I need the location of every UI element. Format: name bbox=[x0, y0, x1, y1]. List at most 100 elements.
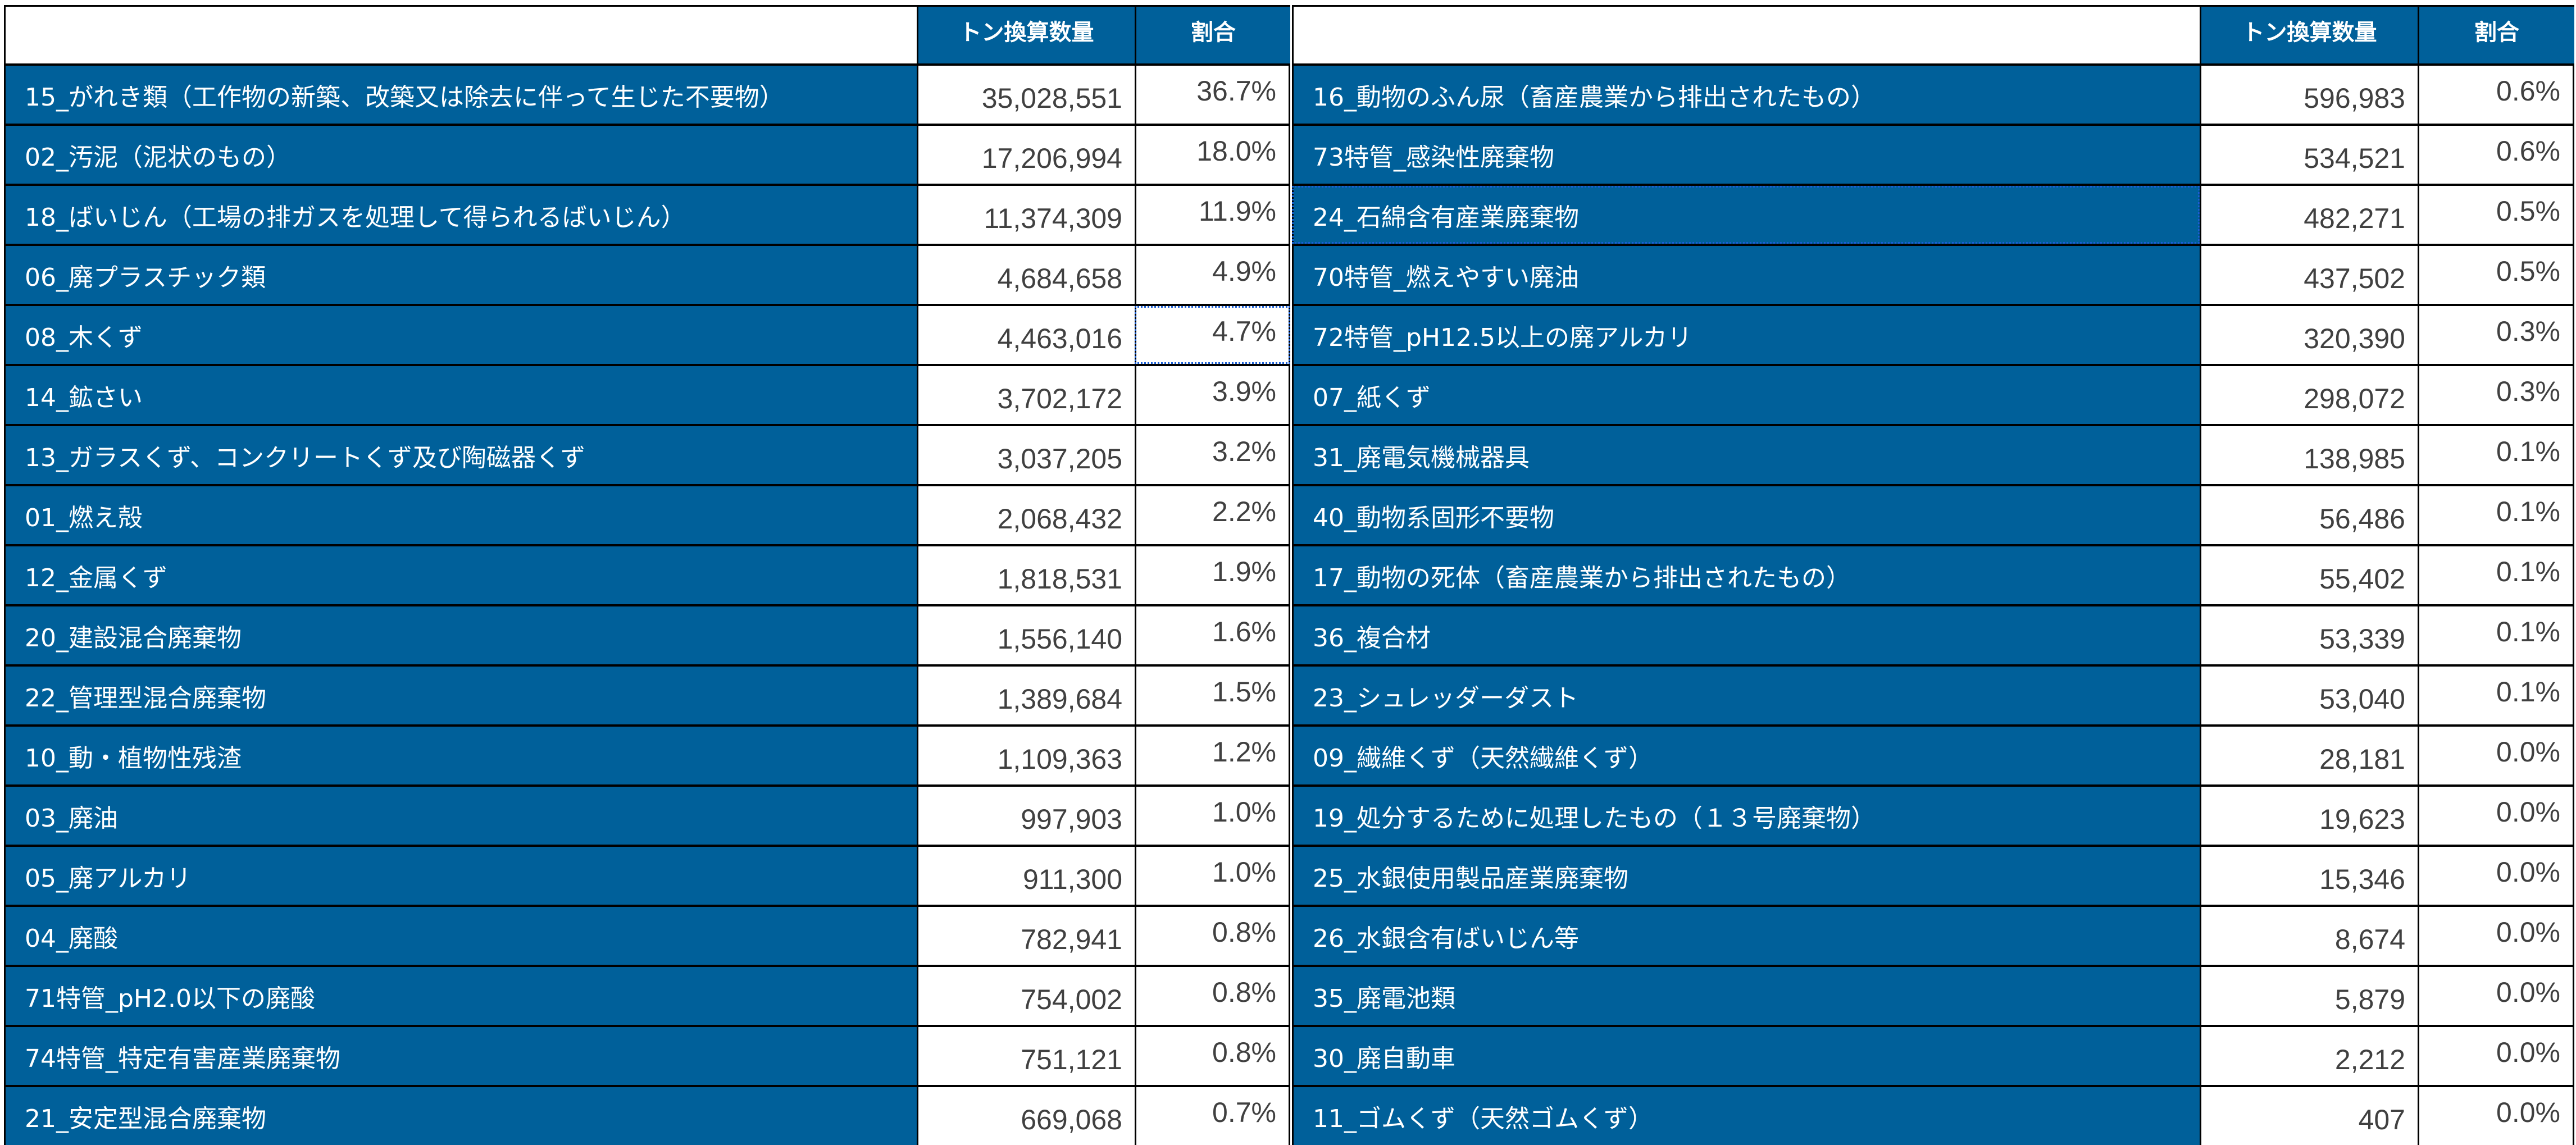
ratio-cell[interactable]: 0.0% bbox=[2418, 787, 2574, 845]
ratio-cell[interactable]: 3.9% bbox=[1135, 366, 1290, 424]
waste-category-cell[interactable]: 22_管理型混合廃棄物 bbox=[4, 667, 917, 724]
waste-category-cell[interactable]: 74特管_特定有害産業廃棄物 bbox=[4, 1027, 917, 1085]
quantity-cell[interactable]: 2,068,432 bbox=[917, 486, 1135, 544]
ratio-cell[interactable]: 0.8% bbox=[1135, 1027, 1290, 1085]
quantity-cell[interactable]: 4,684,658 bbox=[917, 246, 1135, 304]
quantity-cell[interactable]: 1,818,531 bbox=[917, 546, 1135, 604]
ratio-cell[interactable]: 1.0% bbox=[1135, 787, 1290, 845]
quantity-cell[interactable]: 11,374,309 bbox=[917, 186, 1135, 244]
ratio-cell[interactable]: 0.0% bbox=[2418, 967, 2574, 1025]
quantity-cell[interactable]: 4,463,016 bbox=[917, 306, 1135, 364]
ratio-cell[interactable]: 0.5% bbox=[2418, 246, 2574, 304]
ratio-cell[interactable]: 0.6% bbox=[2418, 126, 2574, 184]
waste-category-cell[interactable]: 04_廃酸 bbox=[4, 907, 917, 965]
header-ratio[interactable]: 割合 bbox=[2418, 7, 2574, 63]
quantity-cell[interactable]: 3,702,172 bbox=[917, 366, 1135, 424]
quantity-cell[interactable]: 53,339 bbox=[2200, 606, 2418, 664]
header-quantity[interactable]: トン換算数量 bbox=[2200, 7, 2418, 63]
ratio-cell[interactable]: 2.2% bbox=[1135, 486, 1290, 544]
quantity-cell[interactable]: 320,390 bbox=[2200, 306, 2418, 364]
waste-category-cell[interactable]: 25_水銀使用製品産業廃棄物 bbox=[1292, 847, 2200, 905]
quantity-cell[interactable]: 35,028,551 bbox=[917, 66, 1135, 124]
waste-category-cell[interactable]: 08_木くず bbox=[4, 306, 917, 364]
waste-category-cell[interactable]: 06_廃プラスチック類 bbox=[4, 246, 917, 304]
waste-category-cell[interactable]: 15_がれき類（工作物の新築、改築又は除去に伴って生じた不要物） bbox=[4, 66, 917, 124]
quantity-cell[interactable]: 1,109,363 bbox=[917, 727, 1135, 784]
waste-category-cell[interactable]: 35_廃電池類 bbox=[1292, 967, 2200, 1025]
header-blank-cell[interactable] bbox=[1292, 7, 2200, 63]
ratio-cell[interactable]: 0.7% bbox=[1135, 1087, 1290, 1145]
quantity-cell[interactable]: 669,068 bbox=[917, 1087, 1135, 1145]
ratio-cell[interactable]: 11.9% bbox=[1135, 186, 1290, 244]
ratio-cell[interactable]: 4.7% bbox=[1135, 306, 1290, 364]
waste-category-cell[interactable]: 26_水銀含有ばいじん等 bbox=[1292, 907, 2200, 965]
waste-category-cell[interactable]: 16_動物のふん尿（畜産農業から排出されたもの） bbox=[1292, 66, 2200, 124]
quantity-cell[interactable]: 56,486 bbox=[2200, 486, 2418, 544]
ratio-cell[interactable]: 1.5% bbox=[1135, 667, 1290, 724]
waste-category-cell[interactable]: 07_紙くず bbox=[1292, 366, 2200, 424]
ratio-cell[interactable]: 0.0% bbox=[2418, 907, 2574, 965]
quantity-cell[interactable]: 5,879 bbox=[2200, 967, 2418, 1025]
quantity-cell[interactable]: 751,121 bbox=[917, 1027, 1135, 1085]
ratio-cell[interactable]: 0.8% bbox=[1135, 907, 1290, 965]
ratio-cell[interactable]: 1.2% bbox=[1135, 727, 1290, 784]
ratio-cell[interactable]: 0.5% bbox=[2418, 186, 2574, 244]
waste-category-cell[interactable]: 14_鉱さい bbox=[4, 366, 917, 424]
header-ratio[interactable]: 割合 bbox=[1135, 7, 1290, 63]
ratio-cell[interactable]: 0.0% bbox=[2418, 1027, 2574, 1085]
quantity-cell[interactable]: 17,206,994 bbox=[917, 126, 1135, 184]
waste-category-cell[interactable]: 20_建設混合廃棄物 bbox=[4, 606, 917, 664]
ratio-cell[interactable]: 0.1% bbox=[2418, 486, 2574, 544]
ratio-cell[interactable]: 18.0% bbox=[1135, 126, 1290, 184]
quantity-cell[interactable]: 754,002 bbox=[917, 967, 1135, 1025]
waste-category-cell[interactable]: 24_石綿含有産業廃棄物 bbox=[1292, 186, 2200, 244]
ratio-cell[interactable]: 0.6% bbox=[2418, 66, 2574, 124]
waste-category-cell[interactable]: 36_複合材 bbox=[1292, 606, 2200, 664]
quantity-cell[interactable]: 19,623 bbox=[2200, 787, 2418, 845]
waste-category-cell[interactable]: 18_ばいじん（工場の排ガスを処理して得られるばいじん） bbox=[4, 186, 917, 244]
quantity-cell[interactable]: 1,556,140 bbox=[917, 606, 1135, 664]
ratio-cell[interactable]: 0.8% bbox=[1135, 967, 1290, 1025]
waste-category-cell[interactable]: 21_安定型混合廃棄物 bbox=[4, 1087, 917, 1145]
ratio-cell[interactable]: 0.3% bbox=[2418, 366, 2574, 424]
waste-category-cell[interactable]: 19_処分するために処理したもの（１３号廃棄物） bbox=[1292, 787, 2200, 845]
ratio-cell[interactable]: 1.0% bbox=[1135, 847, 1290, 905]
waste-category-cell[interactable]: 12_金属くず bbox=[4, 546, 917, 604]
ratio-cell[interactable]: 1.6% bbox=[1135, 606, 1290, 664]
waste-category-cell[interactable]: 72特管_pH12.5以上の廃アルカリ bbox=[1292, 306, 2200, 364]
waste-category-cell[interactable]: 40_動物系固形不要物 bbox=[1292, 486, 2200, 544]
quantity-cell[interactable]: 482,271 bbox=[2200, 186, 2418, 244]
waste-category-cell[interactable]: 23_シュレッダーダスト bbox=[1292, 667, 2200, 724]
quantity-cell[interactable]: 138,985 bbox=[2200, 426, 2418, 484]
ratio-cell[interactable]: 0.0% bbox=[2418, 847, 2574, 905]
quantity-cell[interactable]: 407 bbox=[2200, 1087, 2418, 1145]
waste-category-cell[interactable]: 73特管_感染性廃棄物 bbox=[1292, 126, 2200, 184]
waste-category-cell[interactable]: 17_動物の死体（畜産農業から排出されたもの） bbox=[1292, 546, 2200, 604]
quantity-cell[interactable]: 8,674 bbox=[2200, 907, 2418, 965]
ratio-cell[interactable]: 4.9% bbox=[1135, 246, 1290, 304]
quantity-cell[interactable]: 28,181 bbox=[2200, 727, 2418, 784]
header-blank-cell[interactable] bbox=[4, 7, 917, 63]
waste-category-cell[interactable]: 03_廃油 bbox=[4, 787, 917, 845]
quantity-cell[interactable]: 911,300 bbox=[917, 847, 1135, 905]
quantity-cell[interactable]: 2,212 bbox=[2200, 1027, 2418, 1085]
quantity-cell[interactable]: 534,521 bbox=[2200, 126, 2418, 184]
quantity-cell[interactable]: 437,502 bbox=[2200, 246, 2418, 304]
waste-category-cell[interactable]: 09_繊維くず（天然繊維くず） bbox=[1292, 727, 2200, 784]
quantity-cell[interactable]: 3,037,205 bbox=[917, 426, 1135, 484]
quantity-cell[interactable]: 997,903 bbox=[917, 787, 1135, 845]
ratio-cell[interactable]: 0.0% bbox=[2418, 1087, 2574, 1145]
quantity-cell[interactable]: 55,402 bbox=[2200, 546, 2418, 604]
ratio-cell[interactable]: 3.2% bbox=[1135, 426, 1290, 484]
quantity-cell[interactable]: 782,941 bbox=[917, 907, 1135, 965]
ratio-cell[interactable]: 0.0% bbox=[2418, 727, 2574, 784]
ratio-cell[interactable]: 0.1% bbox=[2418, 667, 2574, 724]
quantity-cell[interactable]: 1,389,684 bbox=[917, 667, 1135, 724]
waste-category-cell[interactable]: 02_汚泥（泥状のもの） bbox=[4, 126, 917, 184]
ratio-cell[interactable]: 0.1% bbox=[2418, 606, 2574, 664]
ratio-cell[interactable]: 0.1% bbox=[2418, 546, 2574, 604]
waste-category-cell[interactable]: 70特管_燃えやすい廃油 bbox=[1292, 246, 2200, 304]
ratio-cell[interactable]: 0.3% bbox=[2418, 306, 2574, 364]
ratio-cell[interactable]: 36.7% bbox=[1135, 66, 1290, 124]
waste-category-cell[interactable]: 71特管_pH2.0以下の廃酸 bbox=[4, 967, 917, 1025]
